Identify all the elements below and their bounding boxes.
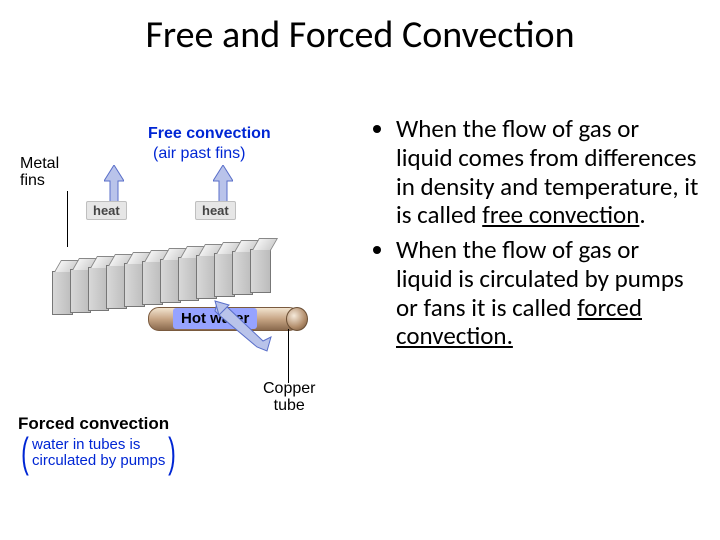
label-air-past-fins: (air past fins) xyxy=(153,145,245,162)
label-free-convection: Free convection xyxy=(148,125,271,142)
label-copper-tube: Coppertube xyxy=(263,380,315,415)
leader-line-tube-v xyxy=(288,329,289,383)
label-heat: heat xyxy=(195,201,236,220)
convection-diagram: Free convection (air past fins) Metalfin… xyxy=(18,115,358,495)
fin xyxy=(250,249,271,293)
label-metal-fins: Metalfins xyxy=(20,155,59,190)
page-title: Free and Forced Convection xyxy=(0,12,720,58)
label-forced-paren: ( water in tubes is circulated by pumps … xyxy=(18,435,179,471)
bullet-2: When the flow of gas or liquid is circul… xyxy=(396,236,700,351)
copper-tube-cap xyxy=(286,307,308,331)
body-text: When the flow of gas or liquid comes fro… xyxy=(370,115,700,357)
bullet-1: When the flow of gas or liquid comes fro… xyxy=(396,115,700,230)
label-forced-convection: Forced convection xyxy=(18,415,169,433)
label-heat: heat xyxy=(86,201,127,220)
hot-water-arrow-icon xyxy=(211,297,273,353)
slide: Free and Forced Convection When the flow… xyxy=(0,0,720,540)
leader-line-fins xyxy=(67,191,68,247)
